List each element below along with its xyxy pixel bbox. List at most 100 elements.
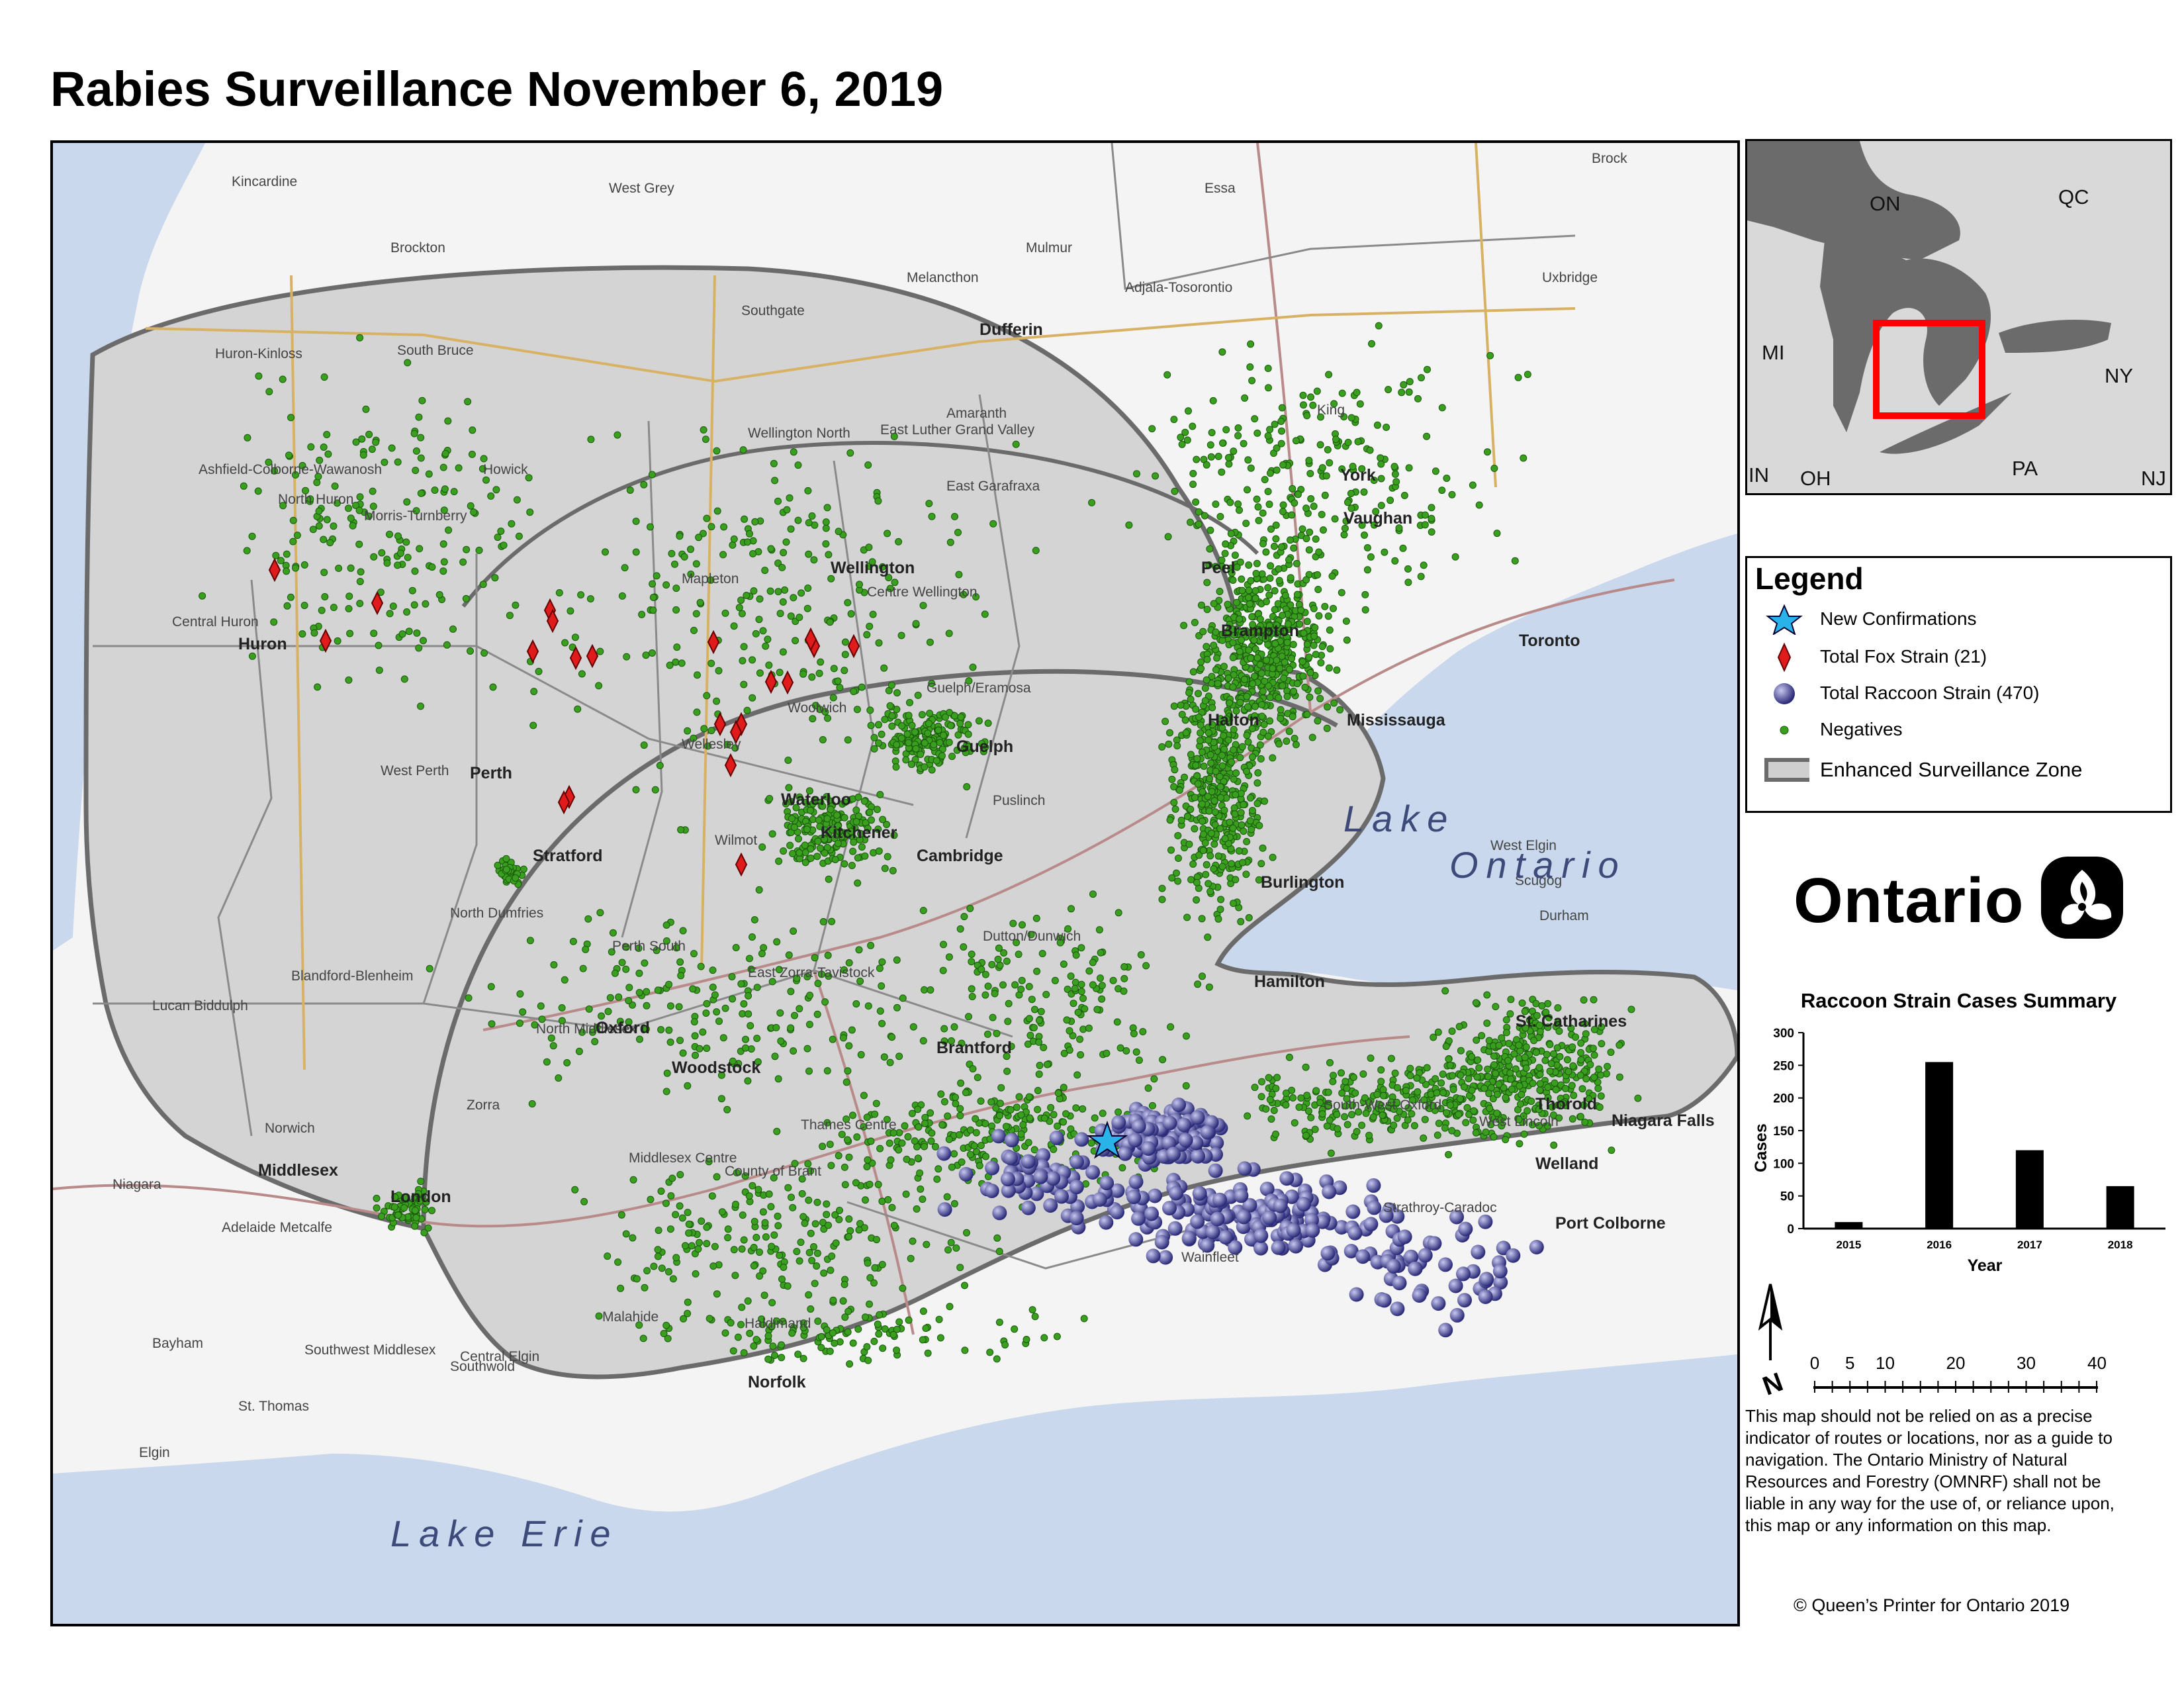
place-label: Amaranth xyxy=(946,406,1007,421)
inset-canvas: ON QC MI NY PA OH IN NJ xyxy=(1747,141,2170,493)
place-label: Southgate xyxy=(741,303,805,318)
fox-strain-marker xyxy=(557,790,570,815)
lake-label-erie: Lake Erie xyxy=(390,1513,619,1554)
disclaimer-text: This map should not be relied on as a pr… xyxy=(1745,1406,2115,1535)
north-arrow-icon: N xyxy=(1758,1284,1787,1400)
place-label: Dutton/Dunwich xyxy=(983,929,1081,944)
raccoon-strain-layer xyxy=(936,1098,1544,1338)
legend-item-zone: Enhanced Surveillance Zone xyxy=(1747,751,2170,784)
city-label: Woodstock xyxy=(672,1058,760,1077)
raccoon-cases-chart: Raccoon Strain Cases Summary Cases Year … xyxy=(1745,985,2172,1276)
zone-arc-middle xyxy=(461,441,1259,608)
place-label: North Middlesex xyxy=(536,1021,637,1037)
place-label: East Garafraxa xyxy=(946,479,1040,494)
city-label: Perth xyxy=(470,764,512,782)
legend-label: New Confirmations xyxy=(1820,608,1977,629)
place-label: Ashfield-Colborne-Wawanosh xyxy=(199,462,382,477)
city-label: Norfolk xyxy=(748,1373,806,1391)
place-label: Haldimand xyxy=(745,1316,811,1331)
city-label: Port Colborne xyxy=(1555,1214,1666,1233)
city-label: Dufferin xyxy=(979,320,1043,339)
inset-map: ON QC MI NY PA OH IN NJ xyxy=(1745,139,2172,495)
lake-label-ontario-2: Ontario xyxy=(1449,844,1627,886)
new-confirmation-star[interactable] xyxy=(1086,1120,1128,1159)
scale-tick-label: 10 xyxy=(1876,1353,1895,1373)
city-label: Hamilton xyxy=(1254,972,1325,991)
lake-label-ontario-1: Lake xyxy=(1343,798,1455,839)
lake-ontario xyxy=(1212,534,1737,990)
inset-label-on: ON xyxy=(1870,192,1901,215)
city-label: Peel xyxy=(1201,559,1235,577)
city-label: Middlesex xyxy=(258,1161,338,1180)
place-label: Central Huron xyxy=(172,614,259,630)
fox-strain-marker xyxy=(713,712,727,737)
scale-tick-label: 0 xyxy=(1810,1353,1819,1373)
chart-y-tick-label: 150 xyxy=(1773,1125,1794,1139)
fox-strain-layer xyxy=(268,557,860,877)
legend-item-negatives: Negatives xyxy=(1747,712,2170,745)
place-label: Centre Wellington xyxy=(867,585,978,600)
place-label: Strathroy-Caradoc xyxy=(1383,1200,1497,1215)
fox-strain-marker xyxy=(707,630,720,655)
inset-label-oh: OH xyxy=(1800,467,1831,490)
trillium-icon xyxy=(2041,857,2123,939)
place-label: Middlesex Centre xyxy=(629,1150,737,1166)
fox-strain-marker xyxy=(371,590,384,616)
legend-item-new-confirmations: New Confirmations xyxy=(1747,602,2170,635)
place-label: Wilmot xyxy=(715,833,757,848)
place-label: Wainfleet xyxy=(1181,1250,1239,1265)
legend-item-raccoon-strain: Total Raccoon Strain (470) xyxy=(1747,676,2170,709)
place-label: Wellesley xyxy=(682,737,741,752)
place-label: West Grey xyxy=(609,181,674,196)
city-label: St. Catharines xyxy=(1516,1012,1627,1031)
map-canvas[interactable]: Kincardine West Grey Essa Brock Brockton Mulm… xyxy=(53,143,1737,1624)
place-label: Adelaide Metcalfe xyxy=(222,1220,332,1235)
map-frame[interactable]: Kincardine West Grey Essa Brock Brockton Mulm… xyxy=(50,140,1740,1626)
scale-tick-label: 20 xyxy=(1946,1353,1966,1373)
city-label: Guelph xyxy=(956,737,1013,756)
lake-huron xyxy=(53,143,205,951)
chart-bar xyxy=(1925,1062,1954,1229)
place-label: Southwold xyxy=(450,1359,515,1374)
place-label: Bayham xyxy=(152,1336,203,1351)
inset-label-pa: PA xyxy=(2012,457,2038,480)
place-label: Adjala-Tosorontio xyxy=(1125,280,1232,295)
place-label: St. Thomas xyxy=(238,1399,309,1414)
place-label: West Lincoln xyxy=(1479,1114,1559,1129)
legend-label: Total Fox Strain (21) xyxy=(1820,646,1987,667)
city-label: London xyxy=(390,1188,451,1206)
place-label: South Bruce xyxy=(397,343,474,358)
chart-y-tick-label: 250 xyxy=(1773,1059,1794,1073)
chart-bar xyxy=(2106,1186,2134,1229)
city-label: York xyxy=(1340,466,1376,485)
inset-focus-box xyxy=(1873,320,1985,419)
place-label: Scugog xyxy=(1515,873,1562,888)
legend: Legend New Confirmations Total Fox Strai… xyxy=(1745,556,2172,813)
fox-strain-marker xyxy=(546,608,559,633)
sphere-icon xyxy=(1774,683,1795,704)
legend-label: Negatives xyxy=(1820,719,1903,739)
place-label: Uxbridge xyxy=(1542,270,1598,285)
city-label: Burlington xyxy=(1261,873,1344,892)
star-icon xyxy=(1766,604,1803,635)
chart-bar xyxy=(1835,1222,1863,1229)
chart-y-label: Cases xyxy=(1752,1123,1770,1172)
place-label: North Dumfries xyxy=(450,906,543,921)
chart-canvas: Cases Year 0 50 100 150 200 250 300 2015 2016 201… xyxy=(1752,1027,2165,1275)
page-title: Rabies Surveillance November 6, 2019 xyxy=(50,62,944,117)
fox-strain-marker xyxy=(781,670,794,695)
city-label: Wellington xyxy=(831,559,915,577)
place-label: County of Brant xyxy=(725,1164,821,1179)
city-label: Stratford xyxy=(533,847,603,865)
fox-strain-marker xyxy=(804,627,817,652)
inset-lake-superior xyxy=(1747,141,1960,260)
legend-label: Total Raccoon Strain (470) xyxy=(1820,682,2040,703)
fox-strain-marker xyxy=(735,852,748,877)
place-label: Mulmur xyxy=(1026,240,1072,256)
place-label: West Perth xyxy=(381,763,449,778)
city-label: Kitchener xyxy=(821,823,897,842)
chart-x-tick-label: 2018 xyxy=(2108,1239,2133,1251)
lake-erie xyxy=(53,1354,1737,1624)
chart-title: Raccoon Strain Cases Summary xyxy=(1800,989,2117,1012)
chart-y-tick-label: 0 xyxy=(1787,1223,1794,1237)
